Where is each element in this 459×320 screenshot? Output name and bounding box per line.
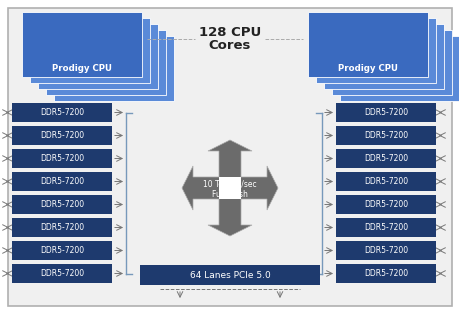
Bar	[22, 12, 142, 77]
Bar	[218, 188, 230, 199]
Bar	[46, 30, 166, 95]
Bar	[30, 18, 150, 83]
Bar	[335, 172, 435, 191]
Bar	[335, 126, 435, 145]
Bar	[335, 149, 435, 168]
Bar	[230, 188, 241, 199]
Text: Cores: Cores	[208, 38, 251, 52]
Text: Full Mesh: Full Mesh	[212, 189, 247, 198]
Text: DDR5-7200: DDR5-7200	[40, 269, 84, 278]
Text: DDR5-7200: DDR5-7200	[40, 131, 84, 140]
Bar	[12, 241, 112, 260]
Bar	[335, 103, 435, 122]
Bar	[12, 218, 112, 237]
Text: DDR5-7200: DDR5-7200	[40, 246, 84, 255]
Text: DDR5-7200: DDR5-7200	[363, 223, 407, 232]
Bar	[230, 177, 241, 188]
Bar	[335, 195, 435, 214]
Text: Prodigy CPU: Prodigy CPU	[337, 64, 397, 73]
Text: Prodigy CPU: Prodigy CPU	[52, 64, 112, 73]
Text: DDR5-7200: DDR5-7200	[363, 200, 407, 209]
Polygon shape	[182, 140, 277, 236]
Bar	[12, 126, 112, 145]
Bar	[54, 36, 174, 101]
Text: DDR5-7200: DDR5-7200	[363, 177, 407, 186]
Bar	[12, 195, 112, 214]
Bar	[12, 172, 112, 191]
Bar	[12, 149, 112, 168]
Bar	[335, 241, 435, 260]
Text: DDR5-7200: DDR5-7200	[363, 246, 407, 255]
Text: 10 Terabit/sec: 10 Terabit/sec	[203, 180, 256, 188]
Bar	[218, 177, 230, 188]
Bar	[12, 103, 112, 122]
Bar	[12, 264, 112, 283]
Text: DDR5-7200: DDR5-7200	[363, 131, 407, 140]
Text: DDR5-7200: DDR5-7200	[40, 200, 84, 209]
Text: DDR5-7200: DDR5-7200	[40, 223, 84, 232]
Text: DDR5-7200: DDR5-7200	[40, 108, 84, 117]
Bar	[335, 264, 435, 283]
Bar	[335, 218, 435, 237]
Text: DDR5-7200: DDR5-7200	[363, 154, 407, 163]
Text: DDR5-7200: DDR5-7200	[40, 154, 84, 163]
Text: DDR5-7200: DDR5-7200	[363, 269, 407, 278]
Bar	[339, 36, 459, 101]
Bar	[323, 24, 443, 89]
Text: 128 CPU: 128 CPU	[198, 26, 261, 38]
Bar	[38, 24, 157, 89]
Bar	[315, 18, 435, 83]
Bar	[308, 12, 427, 77]
Text: DDR5-7200: DDR5-7200	[363, 108, 407, 117]
Text: 64 Lanes PCIe 5.0: 64 Lanes PCIe 5.0	[189, 270, 270, 279]
Text: DDR5-7200: DDR5-7200	[40, 177, 84, 186]
Bar	[331, 30, 451, 95]
Bar	[140, 265, 319, 285]
